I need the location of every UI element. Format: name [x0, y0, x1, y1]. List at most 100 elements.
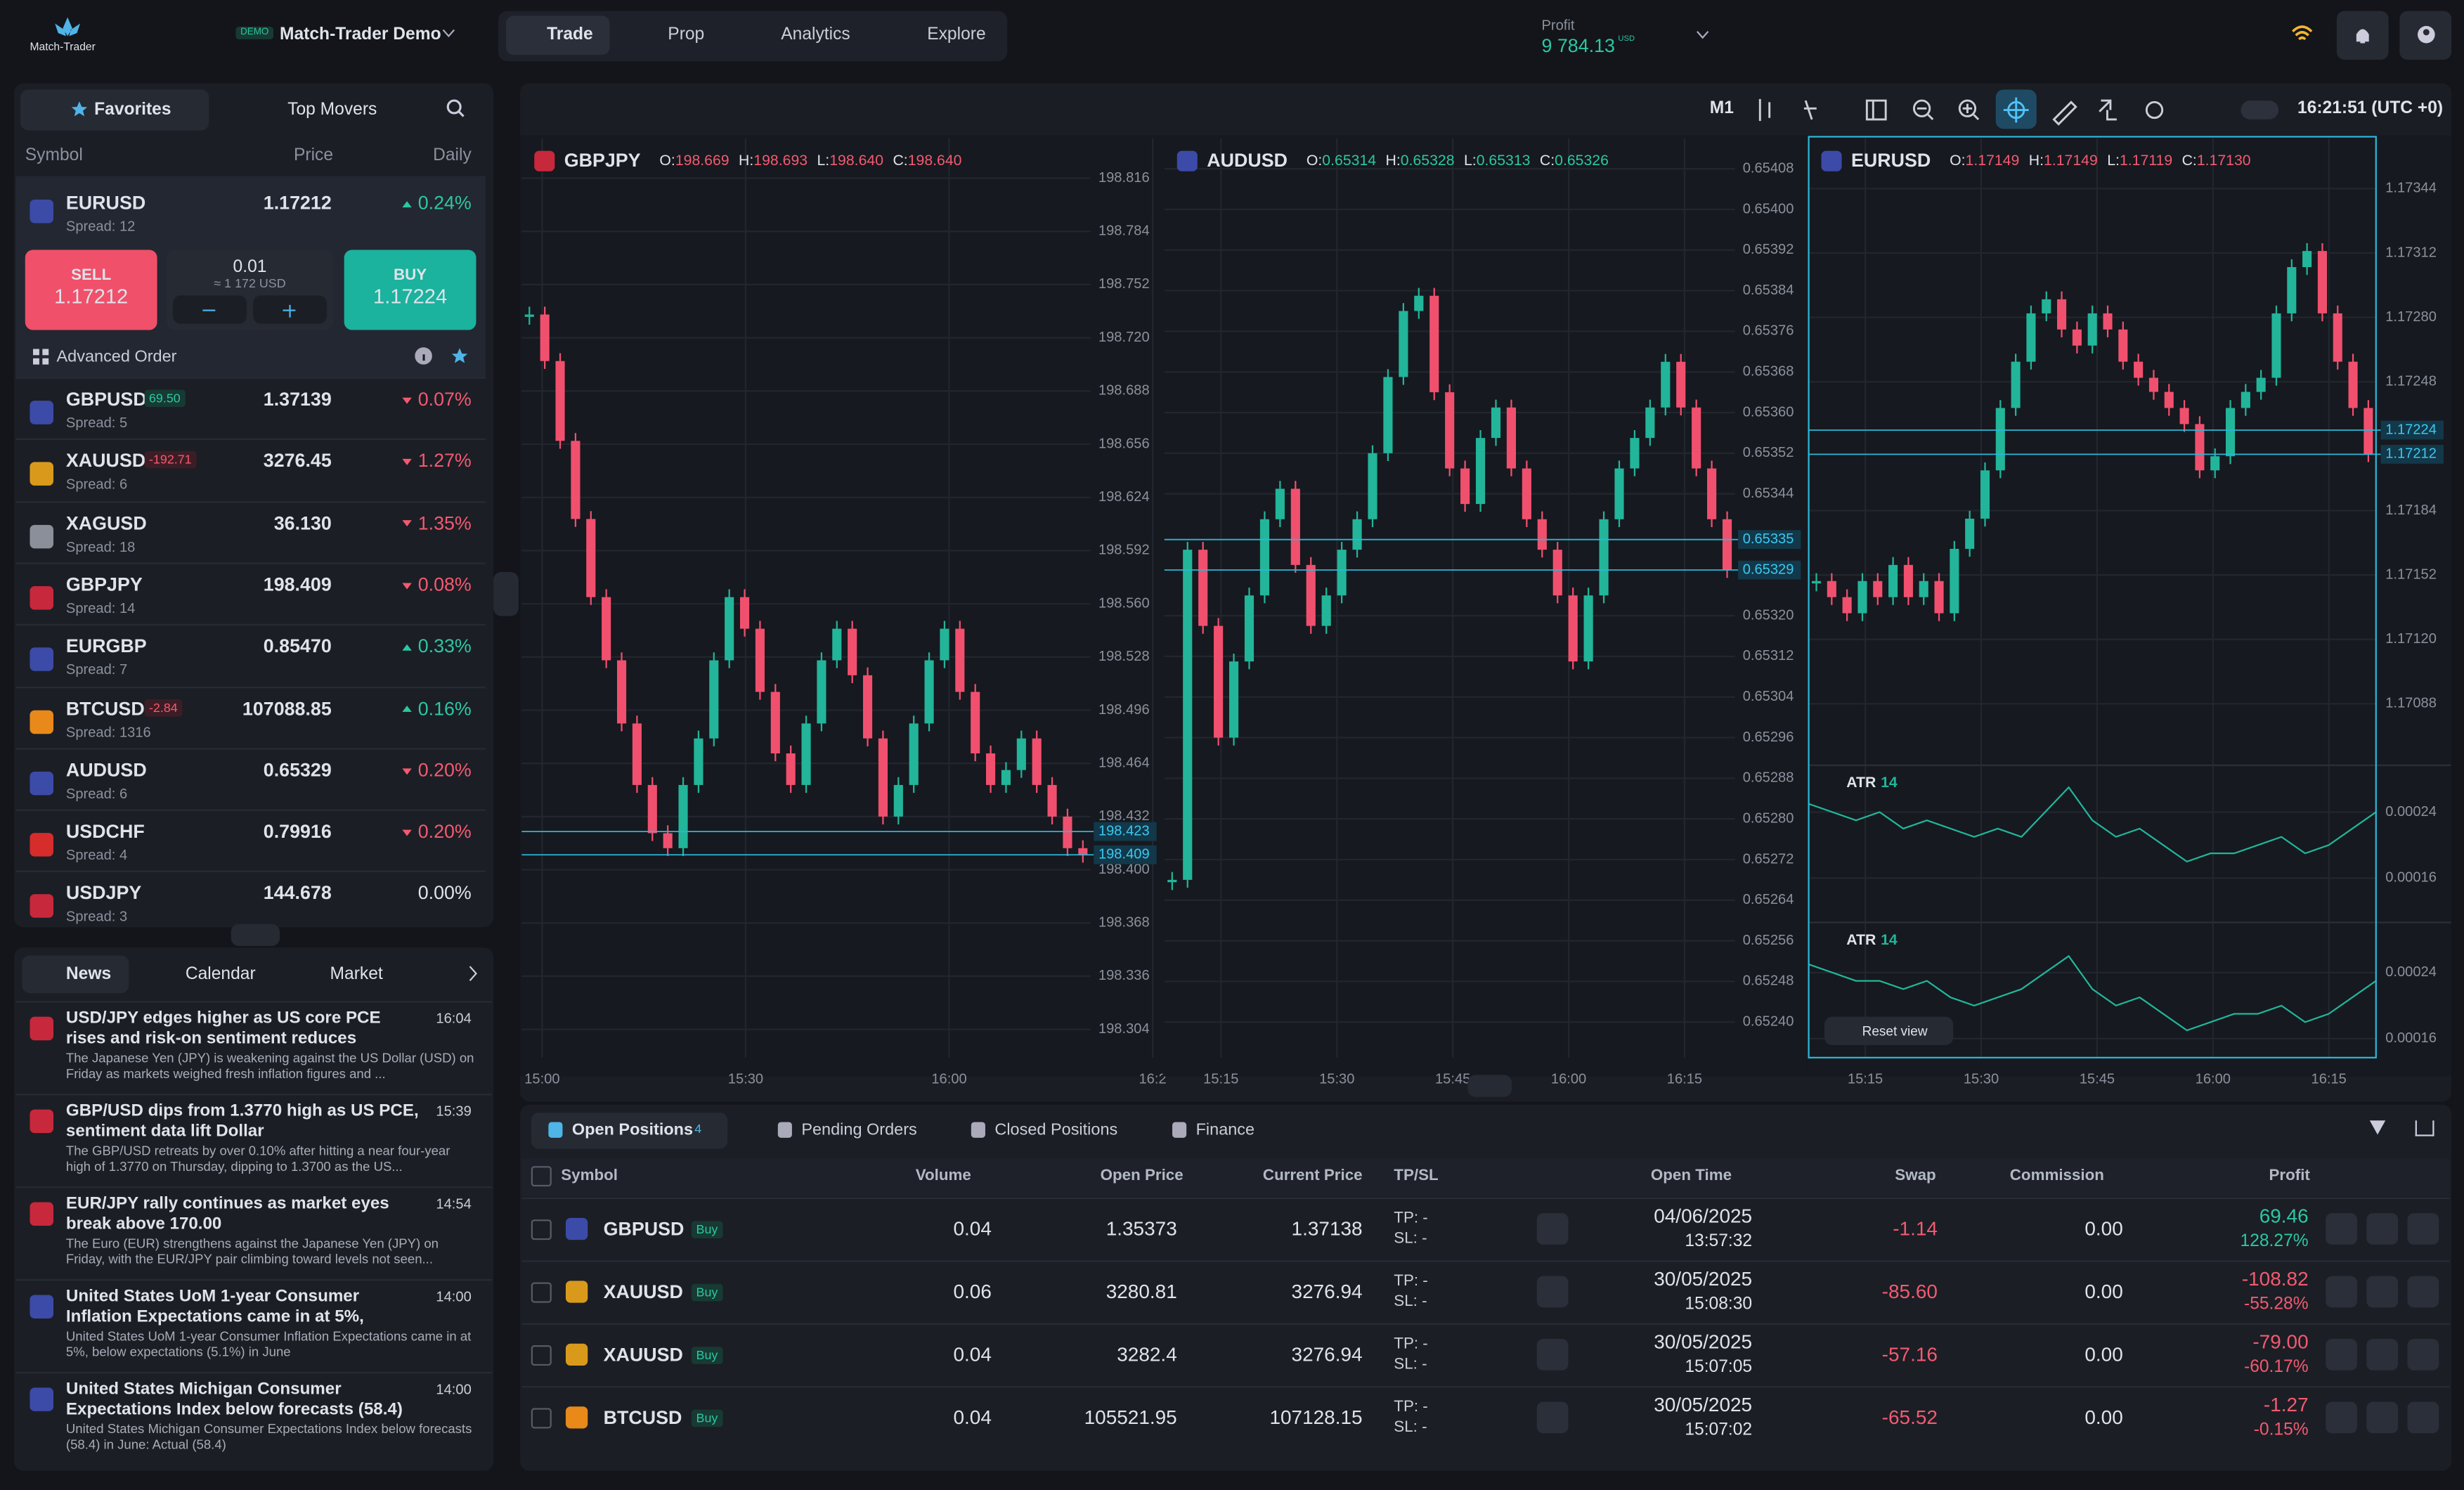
- row-action[interactable]: [2326, 1213, 2357, 1245]
- candle: [2348, 361, 2358, 408]
- column-header[interactable]: TP/SL: [1394, 1167, 1439, 1185]
- reset-view[interactable]: Reset view: [1862, 1023, 1928, 1039]
- symbol[interactable]: GBPJPY: [65, 573, 143, 596]
- reset-view-button[interactable]: Reset view: [1824, 1016, 1954, 1045]
- symbol[interactable]: EURGBP: [65, 635, 147, 658]
- buy-button[interactable]: BUY 1.17224: [344, 250, 476, 330]
- positions-tab[interactable]: Open Positions: [571, 1120, 694, 1140]
- tab-market[interactable]: Market: [330, 964, 383, 984]
- row-action[interactable]: [2366, 1339, 2399, 1371]
- column-header[interactable]: Volume: [915, 1167, 971, 1185]
- favorite-icon[interactable]: [451, 347, 469, 365]
- timeframe[interactable]: M1: [1709, 98, 1734, 118]
- row-action[interactable]: [2366, 1401, 2399, 1434]
- tab-calendar[interactable]: Calendar: [185, 964, 256, 984]
- count-badge: 4: [694, 1122, 702, 1136]
- ohlc-value: 1.17149: [1965, 151, 2020, 169]
- toggle[interactable]: [2241, 101, 2279, 119]
- nav-active[interactable]: [505, 15, 610, 56]
- chevron[interactable]: [1696, 30, 1710, 41]
- account-name[interactable]: Match-Trader Demo: [280, 25, 441, 44]
- checkbox[interactable]: [531, 1408, 552, 1429]
- toolbar-icons[interactable]: [1752, 94, 2177, 126]
- news-title[interactable]: United States UoM 1-year Consumer Inflat…: [65, 1287, 364, 1327]
- price: 1.17212: [263, 191, 332, 214]
- notifications-button[interactable]: [2336, 11, 2389, 60]
- edit-button[interactable]: [1536, 1401, 1569, 1434]
- nav-item[interactable]: Analytics: [781, 25, 850, 44]
- column-header[interactable]: Open Price: [1100, 1167, 1184, 1185]
- advanced-order[interactable]: Advanced Order: [56, 347, 177, 366]
- sell-button[interactable]: SELL 1.17212: [25, 250, 157, 330]
- candle: [1352, 519, 1362, 550]
- search-icon[interactable]: [446, 99, 465, 118]
- symbol[interactable]: GBPUSD: [65, 388, 147, 410]
- positions-tab[interactable]: Finance: [1195, 1120, 1255, 1140]
- checkbox[interactable]: [531, 1345, 552, 1366]
- decrease-button[interactable]: [172, 295, 247, 324]
- profile-button[interactable]: [2399, 11, 2452, 60]
- tab-news[interactable]: News: [65, 964, 112, 984]
- download-icon[interactable]: [2415, 1120, 2434, 1136]
- row-action[interactable]: [2326, 1401, 2357, 1434]
- ohlc-value: 0.65326: [1555, 151, 1609, 169]
- checkbox[interactable]: [531, 1219, 552, 1240]
- row-action[interactable]: [2366, 1276, 2399, 1308]
- column-header[interactable]: Symbol: [561, 1167, 618, 1185]
- symbol[interactable]: AUDUSD: [65, 758, 147, 781]
- row-action[interactable]: [2326, 1339, 2357, 1371]
- nav-item[interactable]: Trade: [547, 25, 593, 44]
- chevron[interactable]: [441, 28, 455, 39]
- symbol[interactable]: XAUUSD: [65, 450, 146, 472]
- tab-top-movers[interactable]: Top Movers: [287, 101, 377, 119]
- next-arrow[interactable]: [468, 965, 479, 983]
- tab-favorites[interactable]: Favorites: [94, 101, 171, 119]
- column-header[interactable]: Commission: [2009, 1167, 2104, 1185]
- row-action[interactable]: [2407, 1213, 2439, 1245]
- ohlc-key: O:: [659, 151, 675, 169]
- increase-button[interactable]: [252, 295, 328, 324]
- checkbox[interactable]: [531, 1282, 552, 1303]
- positions-tab[interactable]: Closed Positions: [994, 1120, 1118, 1140]
- ohlc-key: O:: [1950, 151, 1966, 169]
- nav-item[interactable]: Explore: [927, 25, 986, 44]
- spread: Spread: 12: [65, 218, 136, 235]
- tab-active[interactable]: [22, 955, 129, 994]
- symbol[interactable]: BTCUSD: [65, 697, 145, 719]
- side-badge: Buy: [691, 1347, 723, 1364]
- expand-handle[interactable]: [231, 924, 280, 947]
- candle: [1722, 519, 1732, 571]
- news-title[interactable]: USD/JPY edges higher as US core PCE rise…: [65, 1009, 381, 1049]
- filter-icon[interactable]: [2369, 1120, 2386, 1135]
- news-title[interactable]: GBP/USD dips from 1.3770 high as US PCE,…: [65, 1101, 419, 1141]
- ohlc-value: 198.640: [907, 151, 962, 169]
- row-action[interactable]: [2326, 1276, 2357, 1308]
- column-header[interactable]: Swap: [1895, 1167, 1936, 1185]
- collapse-handle[interactable]: [493, 571, 519, 616]
- row-action[interactable]: [2366, 1213, 2399, 1245]
- column-header[interactable]: Profit: [2269, 1167, 2310, 1185]
- positions-tab[interactable]: Pending Orders: [801, 1120, 917, 1140]
- symbol[interactable]: XAGUSD: [65, 512, 147, 534]
- row-action[interactable]: [2407, 1401, 2439, 1434]
- symbol[interactable]: USDJPY: [65, 882, 142, 905]
- symbol[interactable]: USDCHF: [65, 820, 145, 843]
- tab-active[interactable]: [531, 1113, 728, 1149]
- volume[interactable]: 0.01: [233, 257, 267, 277]
- news-title[interactable]: United States Michigan Consumer Expectat…: [65, 1380, 403, 1420]
- nav-item[interactable]: Prop: [668, 25, 705, 44]
- column-header[interactable]: Open Time: [1650, 1167, 1732, 1185]
- info-icon[interactable]: [415, 347, 432, 365]
- swap: -57.16: [1881, 1343, 1938, 1366]
- edit-button[interactable]: [1536, 1339, 1569, 1371]
- edit-button[interactable]: [1536, 1276, 1569, 1308]
- row-action[interactable]: [2407, 1276, 2439, 1308]
- header-row-bg: [521, 1158, 2450, 1196]
- tab-active[interactable]: [20, 89, 209, 131]
- edit-button[interactable]: [1536, 1213, 1569, 1245]
- column-header[interactable]: Current Price: [1262, 1167, 1363, 1185]
- news-title[interactable]: EUR/JPY rally continues as market eyes b…: [65, 1194, 389, 1234]
- checkbox[interactable]: [531, 1166, 552, 1187]
- row-action[interactable]: [2407, 1339, 2439, 1371]
- expand-handle[interactable]: [1467, 1075, 1512, 1097]
